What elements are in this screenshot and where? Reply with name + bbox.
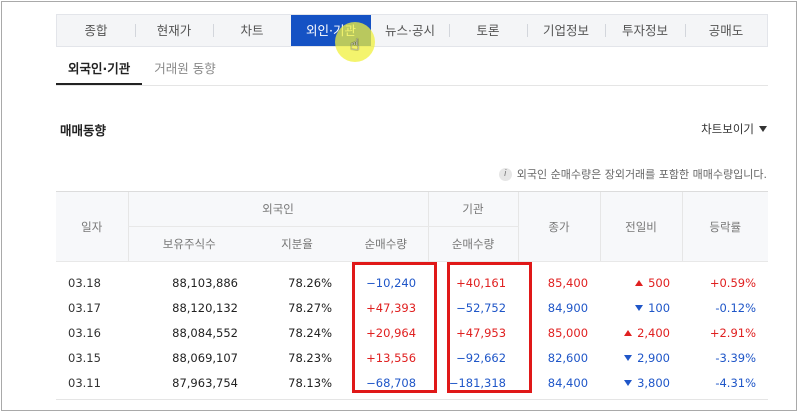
row-close: 85,000 — [547, 325, 589, 340]
row-holdings: 88,069,107 — [172, 350, 238, 365]
table-row: 03.11 87,963,754 78.13% −68,708 −181,318 84,4… — [56, 370, 768, 395]
row-change: 100 — [600, 295, 682, 320]
row-date: 03.17 — [68, 300, 101, 315]
row-ratio: 78.26% — [288, 275, 332, 290]
tab-6[interactable]: 기업정보 — [527, 15, 605, 46]
header-rate: 등락률 — [681, 191, 769, 262]
row-change-value: 2,400 — [637, 325, 671, 340]
triangle-up-icon — [635, 279, 644, 286]
notice-text: 외국인 순매수량은 장외거래를 포함한 매매수량입니다. — [516, 168, 767, 181]
row-change-value: 2,900 — [637, 350, 671, 365]
triangle-down-icon — [635, 304, 644, 311]
header-foreign: 외국인 — [127, 191, 429, 227]
row-foreign-net: +47,393 — [366, 300, 417, 315]
row-date: 03.18 — [68, 275, 101, 290]
header-ratio: 지분율 — [250, 226, 344, 262]
row-date: 03.11 — [68, 375, 101, 390]
row-holdings: 88,084,552 — [172, 325, 238, 340]
tab-8[interactable]: 공매도 — [685, 15, 767, 46]
row-inst-net: −181,318 — [448, 375, 507, 390]
chart-toggle-label: 차트보이기 — [701, 122, 754, 136]
caret-down-icon — [759, 126, 767, 132]
row-foreign-net: +13,556 — [366, 350, 417, 365]
header-date: 일자 — [56, 191, 128, 262]
row-foreign-net: +20,964 — [366, 325, 417, 340]
row-holdings: 88,120,132 — [172, 300, 238, 315]
row-inst-net: −92,662 — [456, 350, 507, 365]
table-row: 03.17 88,120,132 78.27% +47,393 −52,752 84,90… — [56, 295, 768, 320]
row-change-value: 500 — [648, 275, 671, 290]
highlight-foreign-net — [352, 262, 437, 393]
triangle-down-icon — [624, 379, 633, 386]
header-close: 종가 — [517, 191, 601, 262]
chart-toggle-button[interactable]: 차트보이기 — [701, 121, 767, 137]
row-date: 03.15 — [68, 350, 101, 365]
row-rate: -0.12% — [715, 300, 757, 315]
row-ratio: 78.27% — [288, 300, 332, 315]
table-row: 03.15 88,069,107 78.23% +13,556 −92,662 82,60… — [56, 345, 768, 370]
table-row: 03.18 88,103,886 78.26% −10,240 +40,161 85,40… — [56, 270, 768, 295]
row-ratio: 78.13% — [288, 375, 332, 390]
tab-0[interactable]: 종합 — [84, 23, 108, 38]
section-title: 매매동향 — [60, 123, 107, 138]
header-change: 전일비 — [599, 191, 683, 262]
row-date: 03.16 — [68, 325, 101, 340]
tab-2[interactable]: 차트 — [213, 15, 291, 46]
row-foreign-net: −68,708 — [366, 375, 417, 390]
row-inst-net: +47,953 — [456, 325, 507, 340]
info-icon: i — [498, 167, 512, 181]
row-change: 3,800 — [600, 370, 682, 395]
row-rate: +0.59% — [709, 275, 757, 290]
row-change-value: 100 — [648, 300, 671, 315]
row-holdings: 87,963,754 — [172, 375, 238, 390]
row-change-value: 3,800 — [637, 375, 671, 390]
row-rate: -3.39% — [715, 350, 757, 365]
row-change: 2,400 — [600, 320, 682, 345]
table-row: 03.16 88,084,552 78.24% +20,964 +47,953 85,00… — [56, 320, 768, 345]
main-tab-bar: 종합 현재가 차트 외인·기관 뉴스·공시 토론 기업정보 투자정보 공매도 — [56, 14, 768, 47]
header-holdings: 보유주식수 — [127, 226, 250, 262]
cursor-highlight — [335, 22, 375, 62]
tab-7[interactable]: 투자정보 — [605, 15, 685, 46]
highlight-inst-net — [447, 262, 532, 393]
row-foreign-net: −10,240 — [366, 275, 417, 290]
row-inst-net: +40,161 — [456, 275, 507, 290]
hand-cursor-icon: ☝ — [350, 35, 360, 54]
triangle-down-icon — [624, 354, 633, 361]
header-foreign-net: 순매수량 — [344, 226, 429, 262]
subtab-broker-trend[interactable]: 거래원 동향 — [154, 61, 216, 76]
sub-tab-bar: 외국인·기관 거래원 동향 — [56, 56, 768, 86]
notice: i 외국인 순매수량은 장외거래를 포함한 매매수량입니다. — [498, 166, 767, 182]
header-inst-net: 순매수량 — [427, 226, 519, 262]
triangle-up-icon — [624, 329, 633, 336]
row-rate: -4.31% — [715, 375, 757, 390]
tab-1[interactable]: 현재가 — [135, 15, 213, 46]
row-change: 500 — [600, 270, 682, 295]
table-bottom-rule — [56, 399, 768, 400]
row-inst-net: −52,752 — [456, 300, 507, 315]
row-close: 82,600 — [547, 350, 589, 365]
row-holdings: 88,103,886 — [172, 275, 238, 290]
row-rate: +2.91% — [709, 325, 757, 340]
tab-4[interactable]: 뉴스·공시 — [385, 23, 435, 38]
row-close: 85,400 — [547, 275, 589, 290]
row-change: 2,900 — [600, 345, 682, 370]
row-ratio: 78.24% — [288, 325, 332, 340]
header-institution: 기관 — [427, 191, 519, 227]
row-ratio: 78.23% — [288, 350, 332, 365]
trading-trend-table: 일자 외국인 기관 종가 전일비 등락률 보유주식수 지분율 순매수량 순매수량… — [56, 191, 769, 395]
row-close: 84,900 — [547, 300, 589, 315]
subtab-foreign-institution[interactable]: 외국인·기관 — [56, 56, 143, 85]
tab-5[interactable]: 토론 — [449, 15, 527, 46]
row-close: 84,400 — [547, 375, 589, 390]
